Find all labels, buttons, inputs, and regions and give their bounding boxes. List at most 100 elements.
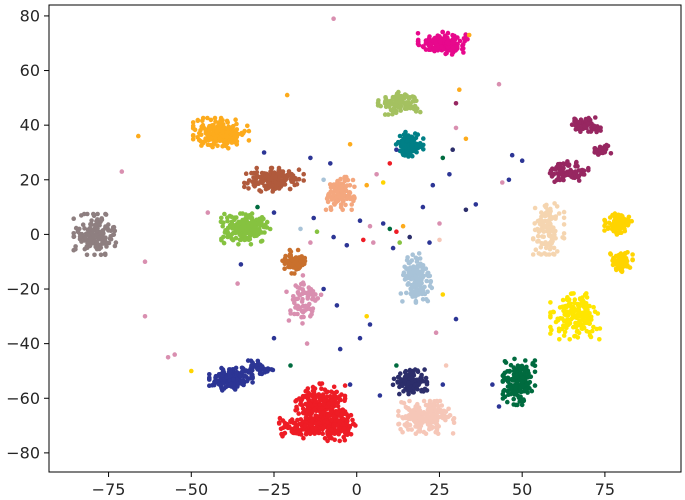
- data-point: [500, 378, 506, 384]
- data-point: [295, 247, 301, 253]
- data-point: [561, 333, 567, 338]
- data-point: [328, 207, 334, 213]
- data-point: [404, 105, 410, 111]
- data-point: [303, 303, 309, 309]
- data-point: [93, 222, 98, 228]
- data-point: [540, 212, 546, 217]
- data-point: [268, 169, 274, 174]
- data-point: [261, 216, 266, 222]
- data-point: [466, 32, 472, 38]
- data-point: [340, 197, 346, 203]
- data-point: [225, 125, 230, 131]
- data-point: [351, 198, 356, 204]
- data-point: [243, 212, 249, 217]
- y-tick-label: 60: [20, 61, 40, 80]
- x-axis: −75 −50 −25 0 25 50 75: [92, 472, 615, 499]
- data-point: [429, 406, 434, 411]
- data-point: [400, 382, 406, 387]
- data-point: [453, 316, 459, 322]
- data-point: [288, 363, 293, 368]
- data-point: [332, 392, 337, 398]
- data-point: [419, 388, 424, 394]
- data-point: [406, 427, 411, 432]
- data-point: [224, 133, 230, 138]
- data-point: [398, 426, 403, 432]
- data-point: [273, 175, 278, 181]
- data-point: [305, 296, 311, 301]
- data-point: [547, 246, 553, 252]
- data-point: [309, 311, 314, 317]
- data-point: [544, 252, 549, 257]
- data-point: [421, 398, 427, 404]
- data-point: [542, 224, 547, 230]
- data-point: [445, 45, 451, 50]
- data-point: [572, 297, 578, 302]
- data-point: [547, 170, 553, 176]
- data-point: [571, 291, 576, 296]
- data-point: [562, 304, 567, 309]
- data-point: [576, 178, 582, 183]
- data-point: [243, 231, 248, 236]
- data-point: [533, 247, 539, 252]
- data-point: [405, 101, 410, 107]
- data-point: [617, 252, 622, 258]
- data-point: [414, 269, 420, 275]
- data-point: [270, 183, 275, 189]
- data-point: [597, 337, 602, 342]
- data-point: [397, 391, 402, 397]
- data-point: [71, 216, 76, 221]
- data-point: [420, 266, 426, 271]
- data-point: [408, 387, 413, 392]
- y-tick-label: 20: [20, 170, 40, 189]
- data-point: [238, 262, 244, 267]
- data-point: [554, 204, 560, 209]
- data-point: [422, 416, 428, 422]
- data-point: [338, 202, 344, 207]
- data-point: [241, 382, 246, 388]
- data-point: [332, 202, 337, 207]
- data-point: [473, 202, 479, 207]
- data-point: [511, 368, 517, 374]
- data-point: [398, 291, 404, 296]
- data-point: [374, 172, 379, 177]
- y-axis: −80 −60 −40 −20 0 20 40 60 80: [6, 6, 49, 462]
- data-point: [500, 396, 506, 401]
- data-point: [440, 382, 446, 387]
- data-point: [190, 133, 196, 138]
- data-point: [512, 356, 517, 362]
- data-point: [406, 96, 412, 101]
- data-point: [446, 406, 451, 412]
- data-point: [276, 421, 282, 426]
- data-point: [341, 416, 346, 422]
- data-point: [613, 219, 618, 224]
- data-point: [328, 409, 334, 415]
- data-point: [331, 384, 337, 390]
- data-point: [284, 92, 290, 98]
- data-point: [387, 102, 392, 107]
- data-point: [225, 120, 230, 125]
- data-point: [220, 388, 225, 393]
- data-point: [234, 215, 239, 220]
- data-point: [82, 226, 87, 231]
- data-point: [427, 240, 432, 245]
- data-point: [405, 282, 411, 287]
- data-point: [583, 118, 589, 123]
- data-point: [270, 187, 276, 193]
- data-point: [413, 294, 418, 299]
- data-point: [555, 318, 561, 323]
- data-point: [405, 138, 410, 143]
- data-point: [311, 291, 316, 297]
- data-point: [282, 261, 288, 267]
- data-point: [383, 96, 389, 102]
- data-point: [395, 379, 400, 385]
- data-point: [577, 321, 582, 327]
- data-point: [286, 173, 291, 178]
- data-point: [612, 224, 617, 230]
- data-point: [289, 271, 294, 276]
- data-point: [314, 229, 320, 234]
- data-point: [465, 37, 470, 42]
- data-point: [228, 381, 234, 387]
- data-point: [227, 377, 232, 383]
- data-point: [406, 146, 411, 152]
- data-point: [429, 285, 435, 291]
